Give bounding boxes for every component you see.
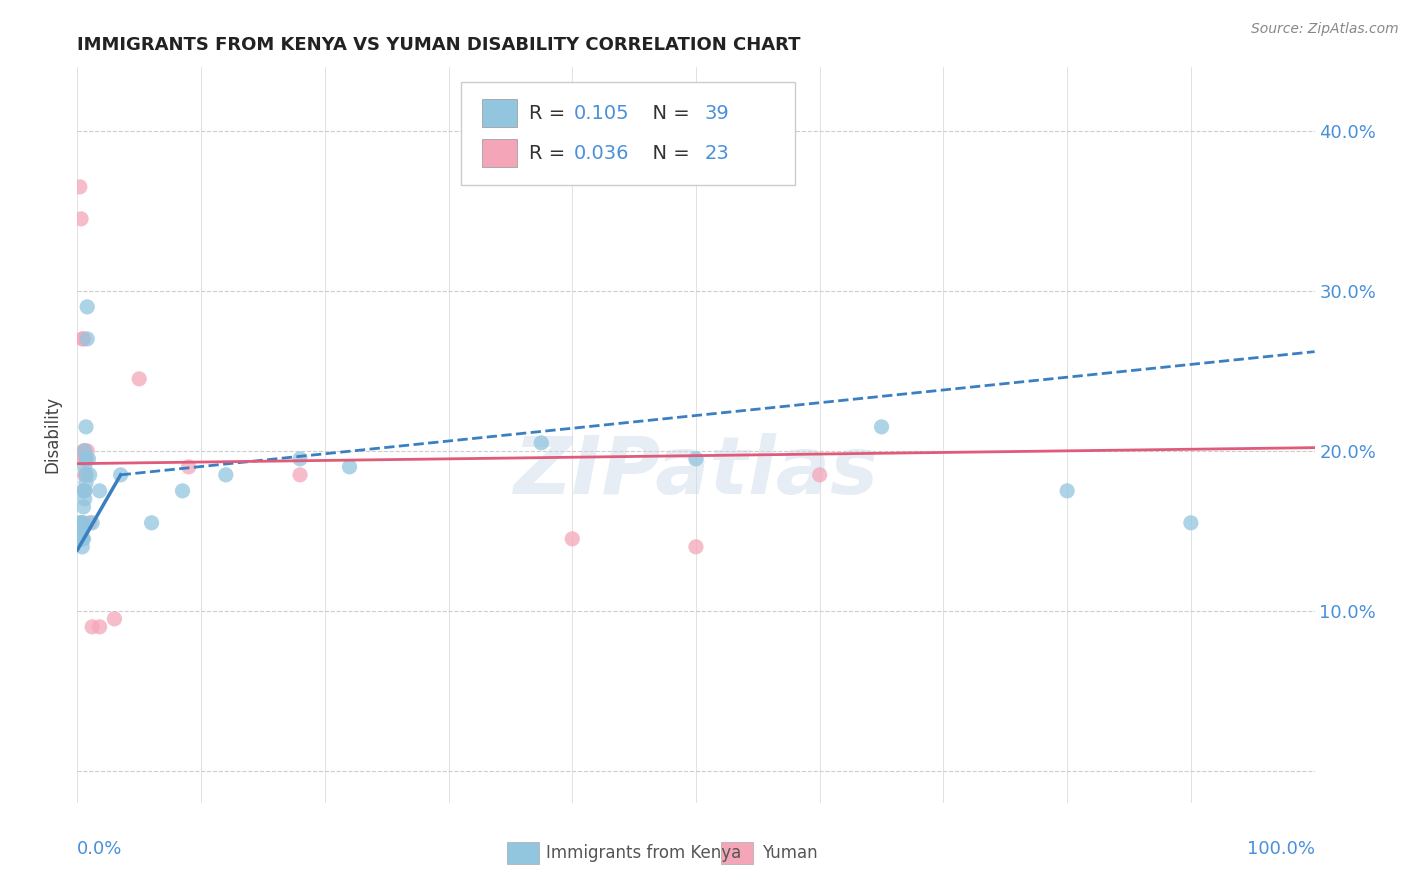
Point: [76, 300, 98, 314]
Text: R =: R =: [529, 103, 571, 123]
Point: [103, 612, 125, 626]
Point: [75, 420, 97, 434]
Bar: [721, 842, 752, 863]
Point: [77, 451, 100, 466]
Text: Source: ZipAtlas.com: Source: ZipAtlas.com: [1251, 22, 1399, 37]
Point: [72, 532, 94, 546]
Point: [72, 540, 94, 554]
Point: [72, 483, 94, 498]
FancyBboxPatch shape: [461, 81, 794, 185]
Point: [73, 483, 96, 498]
Point: [79, 516, 101, 530]
Point: [141, 516, 163, 530]
Point: [73, 459, 96, 474]
Text: Immigrants from Kenya: Immigrants from Kenya: [547, 844, 741, 862]
Point: [75, 475, 97, 490]
Point: [89, 483, 111, 498]
Text: 23: 23: [704, 144, 730, 162]
Text: N =: N =: [640, 103, 696, 123]
Point: [73, 483, 96, 498]
Bar: [506, 842, 538, 863]
Point: [73, 491, 96, 506]
Point: [70, 211, 93, 226]
Point: [69, 180, 91, 194]
Point: [128, 372, 150, 386]
Point: [339, 459, 361, 474]
Point: [685, 451, 707, 466]
Point: [72, 332, 94, 346]
Point: [69, 516, 91, 530]
Point: [72, 524, 94, 538]
Bar: [482, 99, 516, 128]
Text: R =: R =: [529, 144, 571, 162]
Text: N =: N =: [640, 144, 696, 162]
Point: [79, 467, 101, 482]
Point: [73, 451, 96, 466]
Point: [70, 532, 93, 546]
Point: [75, 451, 97, 466]
Text: 100.0%: 100.0%: [1247, 839, 1315, 857]
Point: [82, 516, 104, 530]
Point: [73, 467, 96, 482]
Text: IMMIGRANTS FROM KENYA VS YUMAN DISABILITY CORRELATION CHART: IMMIGRANTS FROM KENYA VS YUMAN DISABILIT…: [77, 37, 801, 54]
Point: [530, 435, 553, 450]
Point: [288, 467, 311, 482]
Point: [73, 443, 96, 458]
Y-axis label: Disability: Disability: [44, 396, 62, 474]
Point: [69, 524, 91, 538]
Point: [1056, 483, 1078, 498]
Point: [75, 467, 97, 482]
Point: [215, 467, 238, 482]
Text: ZIPatlas: ZIPatlas: [513, 433, 879, 510]
Point: [82, 620, 104, 634]
Point: [75, 451, 97, 466]
Point: [72, 500, 94, 514]
Bar: [482, 139, 516, 167]
Point: [808, 467, 831, 482]
Point: [70, 532, 93, 546]
Text: Yuman: Yuman: [762, 844, 817, 862]
Point: [870, 420, 893, 434]
Point: [72, 532, 94, 546]
Point: [685, 540, 707, 554]
Text: 39: 39: [704, 103, 730, 123]
Point: [70, 516, 93, 530]
Point: [110, 467, 132, 482]
Point: [561, 532, 583, 546]
Point: [72, 532, 94, 546]
Point: [1180, 516, 1202, 530]
Point: [72, 516, 94, 530]
Text: 0.036: 0.036: [574, 144, 628, 162]
Point: [72, 451, 94, 466]
Point: [76, 332, 98, 346]
Text: 0.105: 0.105: [574, 103, 628, 123]
Point: [89, 620, 111, 634]
Text: 0.0%: 0.0%: [77, 839, 122, 857]
Point: [73, 443, 96, 458]
Point: [72, 516, 94, 530]
Point: [76, 443, 98, 458]
Point: [75, 467, 97, 482]
Point: [72, 332, 94, 346]
Point: [288, 451, 311, 466]
Point: [177, 459, 200, 474]
Point: [172, 483, 194, 498]
Point: [72, 443, 94, 458]
